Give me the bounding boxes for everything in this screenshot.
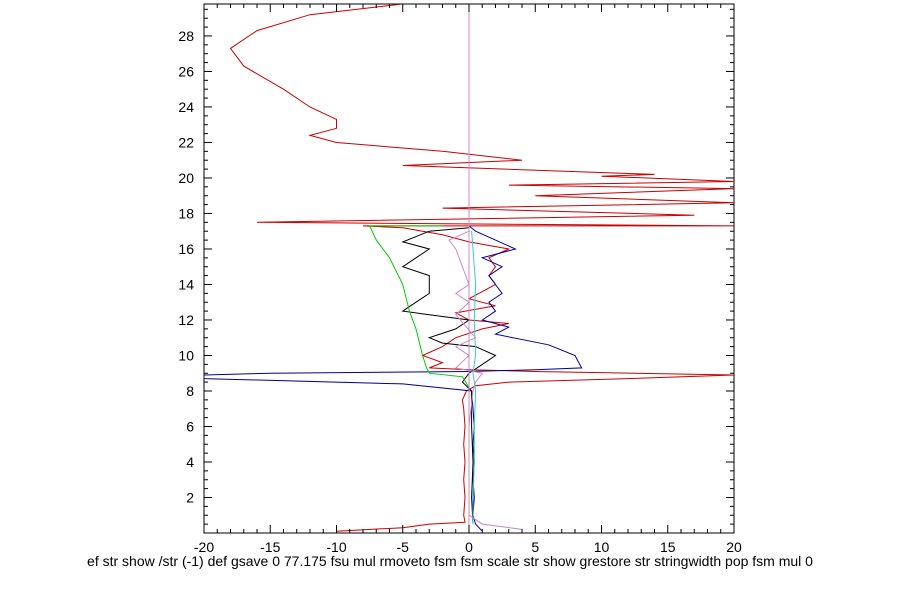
y-tick-label: 8 (186, 383, 194, 399)
y-tick-label: 16 (178, 241, 194, 257)
y-tick-label: 18 (178, 205, 194, 221)
y-tick-label: 28 (178, 28, 194, 44)
y-tick-label: 14 (178, 276, 194, 292)
y-tick-label: 20 (178, 170, 194, 186)
y-tick-label: 6 (186, 418, 194, 434)
x-tick-label: 0 (465, 539, 473, 555)
x-tick-label: -10 (326, 539, 346, 555)
y-tick-label: 12 (178, 312, 194, 328)
series-line-3 (401, 227, 497, 525)
series-line-1 (229, 4, 734, 532)
y-tick-label: 24 (178, 99, 194, 115)
series-line-7 (448, 230, 523, 530)
y-tick-label: 26 (178, 63, 194, 79)
y-tick-label: 10 (178, 347, 194, 363)
series-layer (204, 4, 734, 532)
series-line-4 (368, 225, 470, 388)
y-tick-label: 2 (186, 489, 194, 505)
footer-text: ef str show /str (-1) def gsave 0 77.175… (87, 553, 813, 569)
x-tick-label: -20 (194, 539, 214, 555)
x-tick-label: 10 (594, 539, 610, 555)
x-tick-label: 15 (660, 539, 676, 555)
y-tick-label: 4 (186, 454, 194, 470)
x-tick-label: 20 (726, 539, 742, 555)
x-tick-label: -5 (397, 539, 410, 555)
series-line-2 (204, 225, 583, 532)
series-line-5 (471, 231, 477, 525)
x-tick-label: 5 (531, 539, 539, 555)
axis-layer: -20 -15 -10 -5 0 5 10 15 20246810121416182022242… (178, 4, 742, 555)
x-tick-label: -15 (260, 539, 280, 555)
y-tick-label: 22 (178, 134, 194, 150)
plot-area: -20 -15 -10 -5 0 5 10 15 20246810121416182022242… (178, 3, 742, 555)
